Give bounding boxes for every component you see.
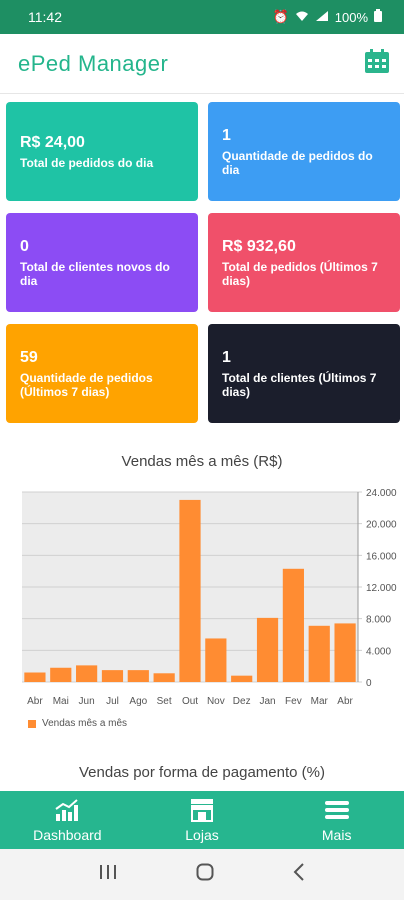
legend-swatch: [28, 719, 36, 728]
menu-icon: [324, 798, 350, 825]
kpi-cards: R$ 24,00 Total de pedidos do dia 1 Quant…: [6, 102, 400, 423]
sales-bar-chart: 0 4.000 8.000 12.000 16.000 20.000 24.000 Abr Ma…: [0, 480, 404, 720]
card-value: 0: [20, 237, 29, 255]
x-tick-label: Abr: [337, 696, 353, 707]
card-label: Quantidade de pedidos do dia: [222, 148, 373, 177]
card-label: Total de clientes novos do dia: [20, 259, 170, 288]
x-tick-label: Jul: [106, 696, 119, 707]
back-icon[interactable]: [293, 863, 305, 886]
battery-percent: 100%: [334, 9, 368, 25]
x-tick-label: Set: [157, 696, 172, 707]
nav-mais[interactable]: Mais: [269, 791, 404, 849]
chart-title: Vendas mês a mês (R$): [121, 453, 283, 470]
x-tick-label: Nov: [207, 696, 225, 707]
app-title: ePed Manager: [18, 50, 169, 76]
bar: [231, 675, 253, 682]
card-value: 59: [20, 348, 38, 366]
bottom-nav: Dashboard Lojas Mais: [0, 791, 404, 849]
chart-svg: 0 4.000 8.000 12.000 16.000 20.000 24.000 Abr Ma…: [22, 488, 397, 707]
y-tick-label: 12.000: [366, 583, 397, 594]
y-tick-label: 0: [366, 678, 372, 689]
x-tick-label: Dez: [233, 696, 251, 707]
bar: [50, 667, 72, 682]
bar: [24, 672, 46, 682]
y-tick-label: 20.000: [366, 520, 397, 531]
card-label: Total de clientes (Últimos 7 dias): [222, 370, 377, 399]
x-tick-label: Mar: [311, 696, 329, 707]
card-total-7dias[interactable]: R$ 932,60 Total de pedidos (Últimos 7 di…: [208, 213, 400, 312]
y-tick-label: 4.000: [366, 646, 391, 657]
payment-chart-title: Vendas por forma de pagamento (%): [79, 764, 325, 781]
x-tick-label: Jan: [259, 696, 275, 707]
bar: [334, 623, 356, 682]
battery-icon: [374, 9, 382, 25]
alarm-icon: ⏰: [272, 9, 289, 24]
bar: [76, 665, 98, 682]
nav-label: Mais: [321, 826, 352, 843]
card-label: Total de pedidos (Últimos 7 dias): [222, 259, 378, 288]
card-value: 1: [222, 348, 231, 366]
x-tick-label: Mai: [53, 696, 69, 707]
calendar-icon[interactable]: [364, 48, 390, 79]
card-value: 1: [222, 126, 231, 144]
chart-legend[interactable]: Vendas mês a mês: [28, 718, 127, 729]
x-tick-label: Fev: [285, 696, 302, 707]
chart-icon: [54, 798, 80, 825]
legend-label: Vendas mês a mês: [42, 718, 128, 729]
bar: [179, 499, 201, 682]
bar: [205, 638, 227, 682]
store-icon: [189, 798, 215, 825]
x-tick-label: Jun: [79, 696, 95, 707]
bar: [153, 673, 175, 682]
status-bar: 11:42 ⏰ 100%: [0, 0, 404, 34]
card-clientes-7dias[interactable]: 1 Total de clientes (Últimos 7 dias): [208, 324, 400, 423]
nav-lojas[interactable]: Lojas: [135, 791, 270, 849]
bar: [256, 617, 279, 682]
card-label: Total de pedidos do dia: [20, 155, 154, 170]
home-icon[interactable]: [196, 863, 214, 886]
card-quantidade-dia[interactable]: 1 Quantidade de pedidos do dia: [208, 102, 400, 201]
card-clientes-novos[interactable]: 0 Total de clientes novos do dia: [6, 213, 198, 312]
nav-label: Dashboard: [33, 826, 102, 843]
x-tick-label: Out: [182, 696, 198, 707]
signal-icon: [315, 10, 329, 25]
bar: [282, 568, 304, 682]
system-nav: [0, 849, 404, 900]
card-quantidade-7dias[interactable]: 59 Quantidade de pedidos (Últimos 7 dias…: [6, 324, 198, 423]
card-total-dia[interactable]: R$ 24,00 Total de pedidos do dia: [6, 102, 198, 201]
x-tick-label: Abr: [27, 696, 43, 707]
y-tick-label: 16.000: [366, 551, 397, 562]
status-time: 11:42: [28, 9, 62, 25]
y-tick-label: 24.000: [366, 488, 397, 499]
recents-icon[interactable]: [99, 864, 117, 885]
nav-label: Lojas: [185, 826, 219, 843]
card-value: R$ 24,00: [20, 133, 85, 151]
x-tick-label: Ago: [129, 696, 147, 707]
bar: [308, 625, 330, 682]
nav-dashboard[interactable]: Dashboard: [0, 791, 135, 849]
bar: [127, 670, 149, 682]
app-bar: ePed Manager: [0, 34, 404, 94]
card-label: Quantidade de pedidos (Últimos 7 dias): [20, 370, 153, 399]
y-tick-label: 8.000: [366, 615, 391, 626]
wifi-icon: [295, 10, 309, 25]
bar: [101, 670, 124, 682]
card-value: R$ 932,60: [222, 237, 296, 255]
status-icons: ⏰ 100%: [273, 9, 382, 25]
